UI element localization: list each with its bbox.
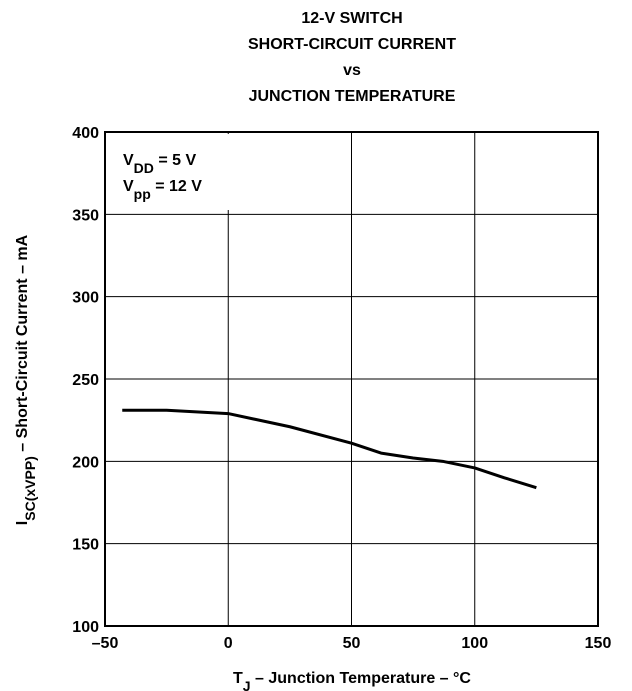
y-axis-label-rest: – Short-Circuit Current – mA <box>14 234 31 456</box>
x-axis-label-main: T <box>233 670 243 687</box>
x-tick-label: 50 <box>343 635 361 652</box>
annotation-main: V <box>123 152 134 169</box>
annotation: Vpp = 12 V <box>123 178 202 202</box>
x-tick-label: 0 <box>224 635 233 652</box>
annotation-sub: pp <box>134 186 151 202</box>
y-axis-label-sub: SC(xVPP) <box>22 456 38 521</box>
chart-title: 12-V SWITCH <box>301 10 402 27</box>
y-tick-label: 200 <box>72 454 99 471</box>
annotation: VDD = 5 V <box>123 152 196 176</box>
x-axis-label-rest: – Junction Temperature – °C <box>251 670 472 687</box>
annotation-bg <box>107 134 229 210</box>
x-tick-label: –50 <box>92 635 119 652</box>
y-tick-label: 300 <box>72 290 99 307</box>
y-axis-label: ISC(xVPP) – Short-Circuit Current – mA <box>14 234 38 525</box>
x-axis-label-sub: J <box>243 678 251 691</box>
y-tick-label: 100 <box>72 619 99 636</box>
x-tick-label: 100 <box>461 635 488 652</box>
chart-title: JUNCTION TEMPERATURE <box>249 88 456 105</box>
data-line <box>122 408 537 490</box>
chart-title: SHORT-CIRCUIT CURRENT <box>248 36 456 53</box>
x-tick-label: 150 <box>585 635 612 652</box>
annotation-sub: DD <box>134 160 154 176</box>
y-axis-label-main: I <box>14 521 31 525</box>
chart-title: vs <box>343 62 361 79</box>
annotation-rest: = 12 V <box>151 178 202 195</box>
annotation-rest: = 5 V <box>154 152 197 169</box>
y-tick-label: 150 <box>72 537 99 554</box>
plot-frame <box>104 131 599 627</box>
annotation-main: V <box>123 178 134 195</box>
y-tick-label: 400 <box>72 125 99 142</box>
y-tick-label: 250 <box>72 372 99 389</box>
y-tick-label: 350 <box>72 207 99 224</box>
x-axis-label: TJ – Junction Temperature – °C <box>233 670 471 691</box>
